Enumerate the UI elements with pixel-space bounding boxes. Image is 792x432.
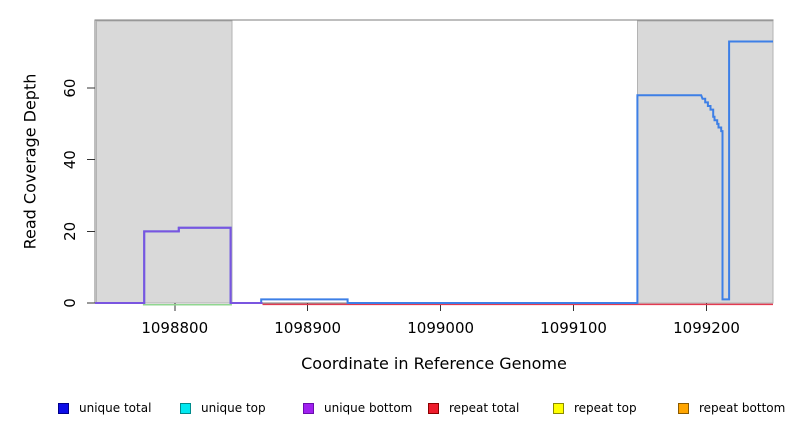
legend-label: repeat total bbox=[449, 401, 520, 415]
x-tick-label: 1099000 bbox=[407, 319, 474, 337]
legend-swatch-icon bbox=[678, 402, 689, 414]
legend-item-unique-bottom: unique bottom bbox=[303, 400, 412, 416]
left-repeat-region bbox=[95, 20, 233, 304]
legend-label: unique total bbox=[79, 401, 152, 415]
x-tick-label: 1098900 bbox=[274, 319, 341, 337]
series-unique-bottom-line bbox=[95, 226, 263, 304]
y-axis-title: Read Coverage Depth bbox=[20, 73, 40, 250]
legend-item-repeat-total: repeat total bbox=[428, 400, 519, 416]
x-tick-label: 1098800 bbox=[141, 319, 208, 337]
legend-swatch-icon bbox=[428, 402, 439, 414]
x-axis-title: Coordinate in Reference Genome bbox=[301, 354, 567, 373]
right-repeat-region bbox=[636, 20, 774, 304]
legend-item-unique-top: unique top bbox=[180, 400, 266, 416]
y-tick-label: 40 bbox=[61, 150, 79, 169]
legend-item-repeat-top: repeat top bbox=[553, 400, 637, 416]
legend-label: repeat bottom bbox=[699, 401, 786, 415]
y-tick-label: 20 bbox=[61, 222, 79, 241]
legend-swatch-icon bbox=[180, 402, 191, 414]
legend-label: repeat top bbox=[574, 401, 637, 415]
x-tick-label: 1099100 bbox=[540, 319, 607, 337]
legend-swatch-icon bbox=[58, 402, 69, 414]
y-tick-label: 60 bbox=[61, 79, 79, 98]
legend-label: unique top bbox=[201, 401, 266, 415]
legend-item-unique-total: unique total bbox=[58, 400, 151, 416]
x-tick-label: 1099200 bbox=[673, 319, 740, 337]
legend-swatch-icon bbox=[303, 402, 314, 414]
legend-swatch-icon bbox=[553, 402, 564, 414]
legend-item-repeat-bottom: repeat bottom bbox=[678, 400, 785, 416]
legend-label: unique bottom bbox=[324, 401, 413, 415]
y-tick-label: 0 bbox=[61, 298, 79, 308]
